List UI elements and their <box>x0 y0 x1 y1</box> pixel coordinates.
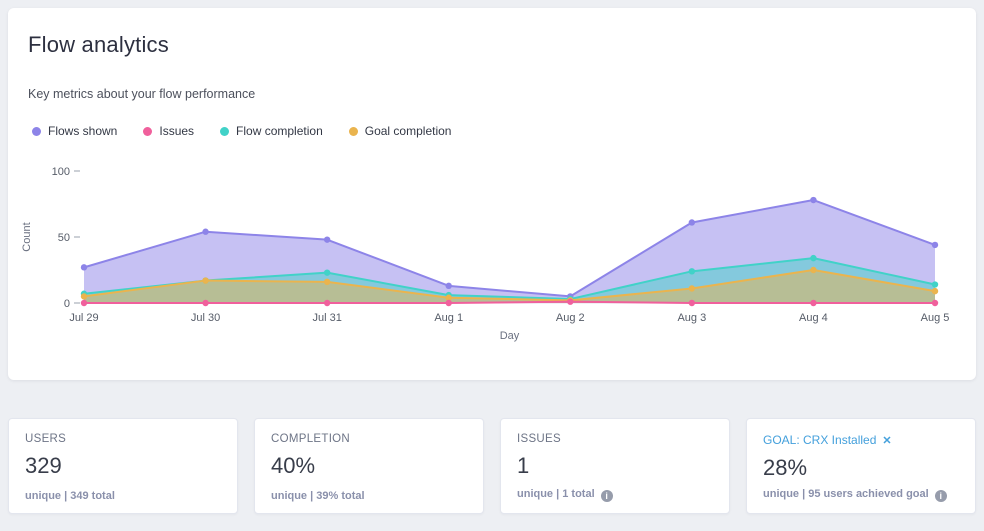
remove-goal-icon[interactable]: ✕ <box>882 435 892 447</box>
stat-footer: unique | 95 users achieved goal i <box>763 488 947 502</box>
stat-label: USERS <box>25 433 67 445</box>
stat-card-completion: COMPLETION 40% unique | 39% total <box>254 418 484 514</box>
stat-value: 28% <box>763 455 808 480</box>
series-issues <box>80 298 939 307</box>
svg-text:Aug 5: Aug 5 <box>921 312 950 324</box>
svg-text:Jul 29: Jul 29 <box>69 312 98 324</box>
stat-footer: unique | 39% total <box>271 490 365 502</box>
svg-text:Day: Day <box>500 330 520 342</box>
stat-label: ISSUES <box>517 433 561 445</box>
stat-value: 329 <box>25 453 62 478</box>
svg-text:Jul 31: Jul 31 <box>312 312 341 324</box>
stat-card-goal: GOAL: CRX Installed ✕ 28% unique | 95 use… <box>746 418 976 514</box>
stat-card-users: USERS 329 unique | 349 total <box>8 418 238 514</box>
stat-footer-text: unique | 95 users achieved goal <box>763 488 929 500</box>
svg-text:Jul 30: Jul 30 <box>191 312 220 324</box>
svg-text:Aug 2: Aug 2 <box>556 312 585 324</box>
legend-dot <box>32 126 41 136</box>
stat-footer: unique | 1 total i <box>517 488 613 502</box>
chart-canvas: 0 50 100 Count Jul 29 Jul 30 Jul 31 Aug 1 Aug 2 A… <box>21 166 949 342</box>
svg-text:0: 0 <box>64 298 70 310</box>
legend-dot <box>348 126 358 136</box>
stats-row: USERS 329 unique | 349 total COMPLETION … <box>8 418 976 514</box>
legend-item-1[interactable]: Issues <box>143 124 194 138</box>
legend-label: Flow completion <box>236 124 323 138</box>
stat-value: 1 <box>517 453 530 478</box>
svg-text:Aug 1: Aug 1 <box>434 312 463 324</box>
legend-item-2[interactable]: Flow completion <box>220 124 323 138</box>
legend-dot <box>220 126 230 136</box>
stat-footer: unique | 349 total <box>25 490 115 502</box>
analytics-chart: 0 50 100 Count Jul 29 Jul 30 Jul 31 Aug 1 Aug 2 A… <box>8 158 968 358</box>
chart-legend: Flows shown Issues Flow completion Goal com… <box>32 124 451 138</box>
page-title: Flow analytics <box>28 32 169 57</box>
stat-label: GOAL: CRX Installed ✕ <box>763 433 959 447</box>
svg-text:50: 50 <box>58 232 70 244</box>
legend-label: Issues <box>159 124 195 138</box>
series-goal-completion <box>80 266 939 304</box>
x-axis: Jul 29 Jul 30 Jul 31 Aug 1 Aug 2 Aug 3 Aug 4 Au… <box>69 312 949 342</box>
svg-text:Count: Count <box>21 222 33 251</box>
legend-dot <box>143 126 153 136</box>
flow-analytics-panel: Flow analytics Key metrics about your fl… <box>8 8 976 380</box>
svg-text:Aug 3: Aug 3 <box>677 312 706 324</box>
svg-text:Aug 4: Aug 4 <box>799 312 828 324</box>
stat-card-issues: ISSUES 1 unique | 1 total i <box>500 418 730 514</box>
stat-label: COMPLETION <box>271 433 351 445</box>
info-icon[interactable]: i <box>600 490 613 502</box>
legend-label: Flows shown <box>48 124 118 138</box>
legend-item-0[interactable]: Flows shown <box>32 124 117 138</box>
stat-value: 40% <box>271 453 316 478</box>
legend-item-3[interactable]: Goal completion <box>348 124 452 138</box>
info-icon[interactable]: i <box>934 490 947 502</box>
goal-link[interactable]: GOAL: CRX Installed <box>763 433 877 447</box>
svg-text:100: 100 <box>52 166 70 178</box>
y-axis: 0 50 100 Count <box>21 166 80 310</box>
page-subtitle: Key metrics about your flow performance <box>28 87 256 101</box>
legend-label: Goal completion <box>364 124 452 138</box>
stat-footer-text: unique | 1 total <box>517 488 595 500</box>
